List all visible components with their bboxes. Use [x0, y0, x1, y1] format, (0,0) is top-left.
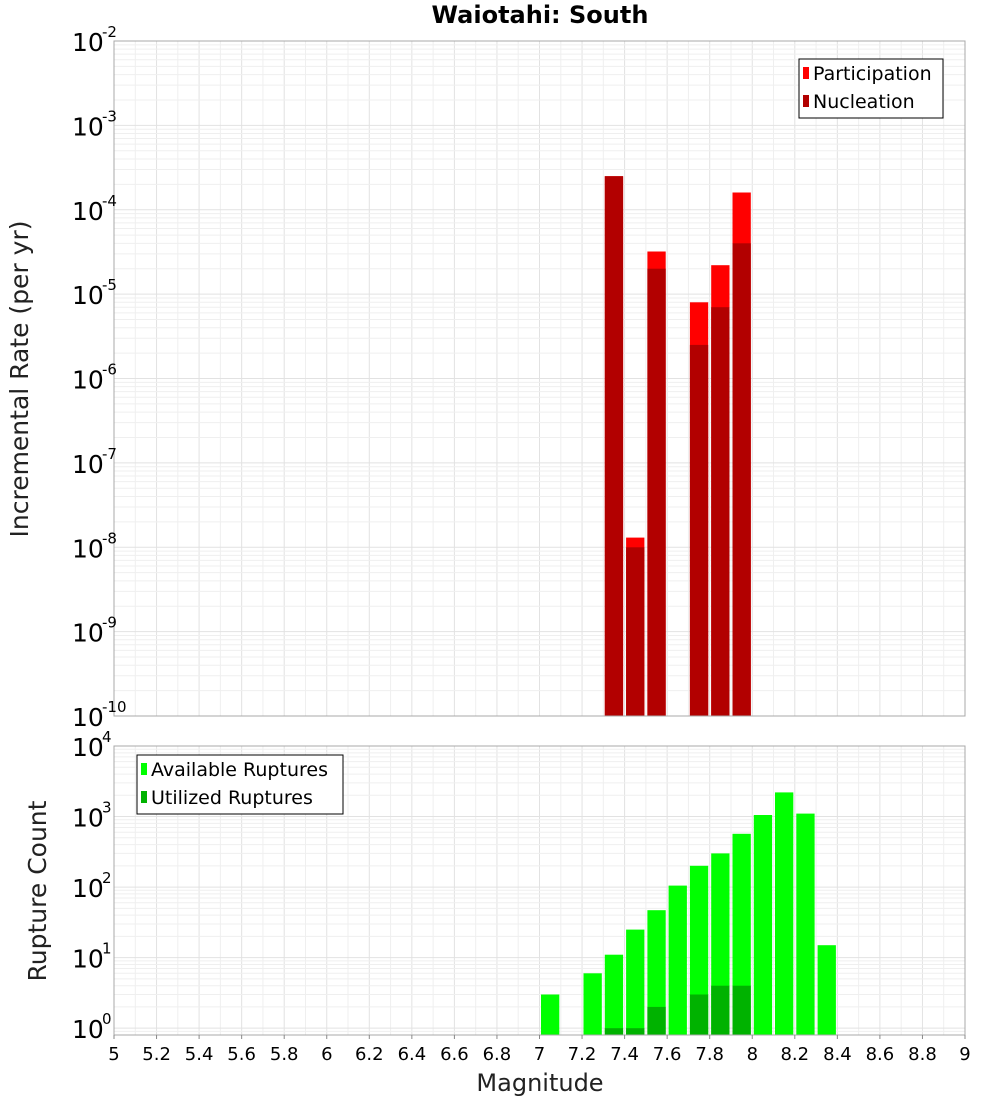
y-tick-label-base: 10 — [72, 366, 104, 395]
y-tick-label-base: 10 — [72, 703, 104, 732]
bar-nucleation — [626, 547, 645, 717]
y-tick-label-exponent: 3 — [102, 799, 112, 817]
bar-utilized-ruptures — [647, 1006, 666, 1035]
x-tick-label: 9 — [959, 1044, 970, 1065]
top-gridlines — [113, 40, 966, 717]
y-tick-label-exponent: -5 — [102, 276, 117, 294]
bar-available-ruptures — [817, 945, 836, 1035]
x-tick-label: 6.8 — [483, 1044, 512, 1065]
y-tick-label-base: 10 — [72, 804, 104, 833]
y-tick-label-base: 10 — [72, 112, 104, 141]
x-tick-label: 6.4 — [398, 1044, 427, 1065]
bar-available-ruptures — [796, 813, 815, 1035]
bar-available-ruptures — [604, 954, 624, 1035]
bottom-bars — [541, 792, 836, 1035]
bar-utilized-ruptures — [604, 1028, 624, 1035]
x-tick-label: 7.6 — [653, 1044, 682, 1065]
bar-available-ruptures — [775, 792, 794, 1035]
top-bars — [604, 176, 751, 717]
y-tick-label-base: 10 — [72, 945, 104, 974]
bottom-legend: Available Ruptures Utilized Ruptures — [136, 754, 344, 815]
top-plot-frame — [113, 40, 966, 717]
y-tick-label-exponent: -7 — [102, 445, 117, 463]
legend-swatch — [803, 95, 809, 107]
y-tick-label-base: 10 — [72, 874, 104, 903]
x-tick-label: 8 — [747, 1044, 758, 1065]
y-tick-label-base: 10 — [72, 534, 104, 563]
bottom-y-axis-label: Rupture Count — [23, 800, 52, 981]
y-tick-label-exponent: 1 — [102, 940, 112, 958]
x-tick-label: 8.4 — [823, 1044, 852, 1065]
y-tick-label-exponent: 0 — [102, 1010, 112, 1028]
y-tick-label-exponent: -6 — [102, 361, 117, 379]
y-tick-label-exponent: -8 — [102, 529, 117, 547]
bar-utilized-ruptures — [711, 985, 730, 1035]
legend-label: Participation — [813, 63, 932, 85]
x-tick-label: 8.8 — [908, 1044, 937, 1065]
y-tick-label-base: 10 — [72, 281, 104, 310]
x-tick-label: 7 — [534, 1044, 545, 1065]
y-tick-label-exponent: 2 — [102, 869, 112, 887]
bar-nucleation — [711, 307, 730, 716]
bar-available-ruptures — [541, 994, 560, 1035]
bar-available-ruptures — [732, 833, 751, 1035]
x-tick-label: 8.6 — [866, 1044, 895, 1065]
bar-available-ruptures — [753, 815, 773, 1035]
bar-available-ruptures — [689, 865, 709, 1035]
chart-title: Waiotahi: South — [432, 1, 649, 29]
x-tick-label: 7.8 — [695, 1044, 724, 1065]
y-tick-label-base: 10 — [72, 1015, 104, 1044]
x-tick-label: 7.2 — [568, 1044, 597, 1065]
y-tick-label-base: 10 — [72, 197, 104, 226]
legend-label: Available Ruptures — [151, 759, 328, 781]
y-tick-label-exponent: 4 — [102, 728, 112, 746]
x-tick-label: 6.2 — [355, 1044, 384, 1065]
legend-swatch — [141, 763, 147, 775]
y-tick-label-exponent: -4 — [102, 192, 117, 210]
bar-utilized-ruptures — [626, 1028, 645, 1035]
bar-nucleation — [647, 268, 666, 716]
x-tick-label: 5 — [108, 1044, 119, 1065]
y-tick-label-exponent: -3 — [102, 107, 117, 125]
x-tick-label: 5.6 — [227, 1044, 256, 1065]
legend-swatch — [141, 791, 147, 803]
y-tick-label-base: 10 — [72, 733, 104, 762]
x-tick-label: 8.2 — [780, 1044, 809, 1065]
y-tick-label-exponent: -10 — [102, 698, 127, 716]
x-tick-label: 6.6 — [440, 1044, 469, 1065]
bar-available-ruptures — [647, 910, 666, 1035]
bar-nucleation — [689, 344, 709, 716]
legend-label: Nucleation — [813, 91, 915, 113]
y-tick-label-exponent: -2 — [102, 23, 117, 41]
x-tick-label: 5.4 — [185, 1044, 214, 1065]
legend-label: Utilized Ruptures — [151, 787, 313, 809]
x-tick-label: 7.4 — [610, 1044, 639, 1065]
bottom-x-ticks: 5 5.2 5.4 5.6 5.8 6 6.2 6.4 6.6 6.8 7 7.2 7.4 7.6 7.8 8… — [108, 1035, 971, 1065]
bar-utilized-ruptures — [732, 985, 751, 1035]
x-tick-label: 5.2 — [142, 1044, 171, 1065]
legend-box — [136, 754, 344, 815]
y-tick-label-base: 10 — [72, 28, 104, 57]
top-legend: Participation Nucleation — [798, 58, 944, 119]
bar-utilized-ruptures — [689, 994, 709, 1035]
x-axis-label: Magnitude — [476, 1069, 603, 1097]
x-tick-label: 6 — [321, 1044, 332, 1065]
bar-nucleation — [732, 243, 751, 717]
y-tick-label-base: 10 — [72, 450, 104, 479]
bar-nucleation — [604, 176, 624, 716]
bar-available-ruptures — [626, 929, 645, 1035]
bar-available-ruptures — [668, 885, 687, 1035]
top-y-axis-label: Incremental Rate (per yr) — [5, 221, 34, 538]
y-tick-label-exponent: -9 — [102, 614, 117, 632]
x-tick-label: 5.8 — [270, 1044, 299, 1065]
y-tick-label-base: 10 — [72, 619, 104, 648]
legend-swatch — [803, 67, 809, 79]
legend-box — [798, 58, 944, 119]
bar-available-ruptures — [583, 973, 602, 1035]
